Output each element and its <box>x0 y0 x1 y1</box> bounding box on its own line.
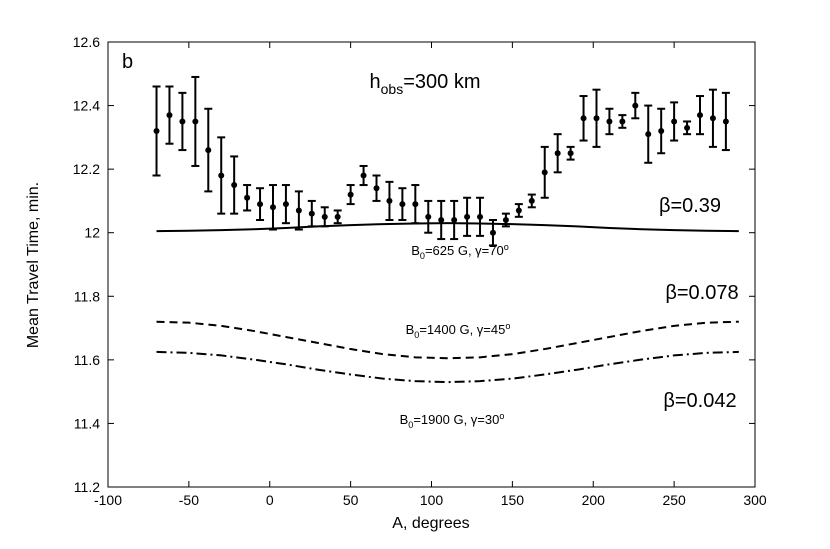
data-point <box>619 118 626 125</box>
data-point <box>218 172 225 179</box>
data-point <box>684 124 691 131</box>
annotation: B0=1400 G, γ=45o <box>406 321 511 340</box>
annotation-part: β=0.078 <box>665 282 738 304</box>
data-point <box>399 201 406 208</box>
data-point <box>269 204 276 211</box>
curve <box>156 320 739 360</box>
annotation-part: b <box>122 51 133 73</box>
data-point <box>244 194 251 201</box>
data-point <box>554 150 561 157</box>
data-point <box>477 213 484 220</box>
annotation-part: =1400 G, γ=45 <box>419 322 505 337</box>
x-tick-label: 250 <box>662 492 686 508</box>
annotation-part: β=0.042 <box>663 390 736 412</box>
data-point <box>528 197 535 204</box>
data-point <box>464 213 471 220</box>
annotation-part: 0 <box>408 420 413 430</box>
data-point <box>489 229 496 236</box>
x-tick-label: -50 <box>179 492 199 508</box>
data-point <box>709 115 716 122</box>
data-point <box>282 201 289 208</box>
annotation: β=0.042 <box>663 390 736 412</box>
data-point <box>515 207 522 214</box>
x-tick-label: 150 <box>501 492 525 508</box>
data-point <box>373 185 380 192</box>
data-point <box>593 115 600 122</box>
annotation-part: o <box>504 242 509 252</box>
curve <box>156 350 739 384</box>
y-axis-label: Mean Travel Time, min. <box>25 182 42 348</box>
y-tick-label: 11.8 <box>74 288 100 304</box>
annotation: hobs=300 km <box>370 71 481 97</box>
data-point <box>451 217 458 223</box>
y-tick-label: 12.4 <box>73 98 100 114</box>
y-tick-label: 12.6 <box>73 34 100 50</box>
annotation-part: β=0.39 <box>659 195 721 217</box>
annotation-part: 0 <box>420 251 425 261</box>
y-tick-label: 12 <box>84 225 100 241</box>
data-point <box>231 182 238 189</box>
y-tick-label: 11.2 <box>74 479 100 495</box>
data-point <box>438 217 445 223</box>
annotation-part: h <box>370 71 381 93</box>
data-point <box>502 217 509 223</box>
data-point <box>722 118 729 125</box>
data-point <box>412 201 419 208</box>
x-axis-label: A, degrees <box>392 515 469 532</box>
annotation: β=0.39 <box>659 195 721 217</box>
y-tick-label: 11.6 <box>74 352 100 368</box>
annotation-part: =300 km <box>403 71 480 93</box>
data-point <box>205 147 212 154</box>
x-tick-label: 100 <box>420 492 444 508</box>
annotation-part: 0 <box>414 330 419 340</box>
annotation: b <box>122 51 133 73</box>
annotation-part: =1900 G, γ=30 <box>413 412 499 427</box>
data-point <box>386 197 393 204</box>
annotation-part: o <box>499 411 504 421</box>
data-point <box>308 210 315 217</box>
data-point <box>295 207 302 214</box>
annotation: B0=1900 G, γ=30o <box>400 411 505 430</box>
data-point <box>658 128 665 134</box>
annotation: β=0.078 <box>665 282 738 304</box>
annotation-part: =625 G, γ=70 <box>425 243 504 258</box>
annotation-part: B <box>406 322 415 337</box>
data-point <box>567 150 574 157</box>
y-tick-label: 12.2 <box>73 161 100 177</box>
data-point <box>606 118 613 125</box>
x-tick-label: 300 <box>743 492 767 508</box>
data-point <box>360 172 367 179</box>
x-tick-label: 0 <box>266 492 274 508</box>
annotation-part: B <box>411 243 420 258</box>
data-point <box>347 191 354 198</box>
data-point <box>697 112 704 119</box>
data-point <box>632 102 639 109</box>
data-point <box>580 115 587 122</box>
data-point <box>257 201 264 208</box>
data-point <box>179 118 186 125</box>
x-tick-label: 50 <box>343 492 359 508</box>
annotation-part: B <box>400 412 409 427</box>
annotation-part: obs <box>381 81 404 97</box>
data-point <box>645 131 652 138</box>
x-tick-label: -100 <box>94 492 122 508</box>
data-point <box>321 213 328 220</box>
curve <box>156 222 739 233</box>
annotation-part: o <box>505 321 510 331</box>
data-point <box>192 118 199 125</box>
x-tick-label: 200 <box>582 492 606 508</box>
annotation: B0=625 G, γ=70o <box>411 242 509 261</box>
y-tick-label: 11.4 <box>74 415 100 431</box>
data-point <box>541 169 548 176</box>
data-point <box>166 112 173 119</box>
data-point <box>334 213 341 220</box>
data-point <box>153 128 160 134</box>
data-point <box>425 213 432 220</box>
data-point <box>671 118 678 125</box>
